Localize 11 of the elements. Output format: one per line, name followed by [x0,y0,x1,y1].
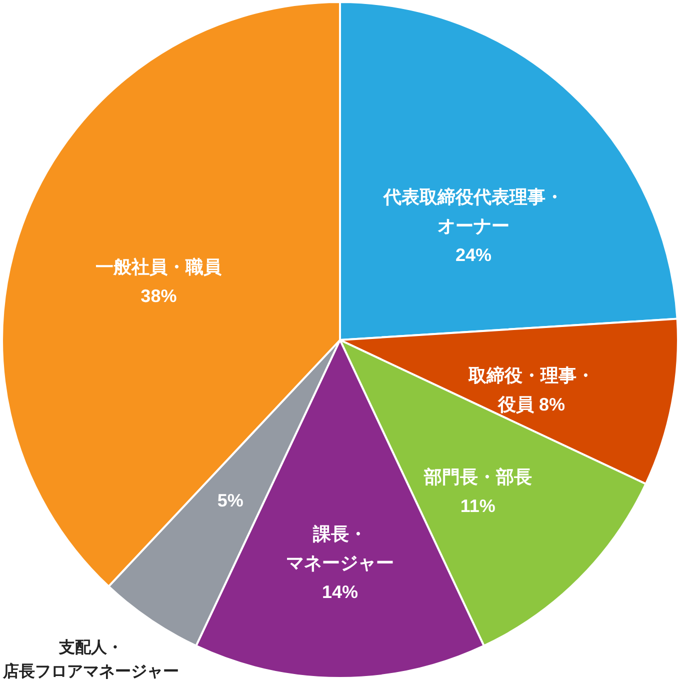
slice-label: 一般社員・職員 [96,257,223,278]
data-label: 38% [140,286,177,306]
data-label: 5% [217,490,244,510]
data-label: 14% [322,582,358,602]
slice-label: 支配人・店長フロアマネージャー [2,638,179,681]
slice-label: 代表取締役代表理事・オーナー [382,186,564,236]
data-label: 24% [455,244,492,265]
slice-label: 取締役・理事・役員 8% [468,366,595,415]
slice-label: 部門長・部長 [422,466,532,487]
data-label: 11% [460,496,496,516]
slice-label: 課長・マネージャー [286,524,394,573]
